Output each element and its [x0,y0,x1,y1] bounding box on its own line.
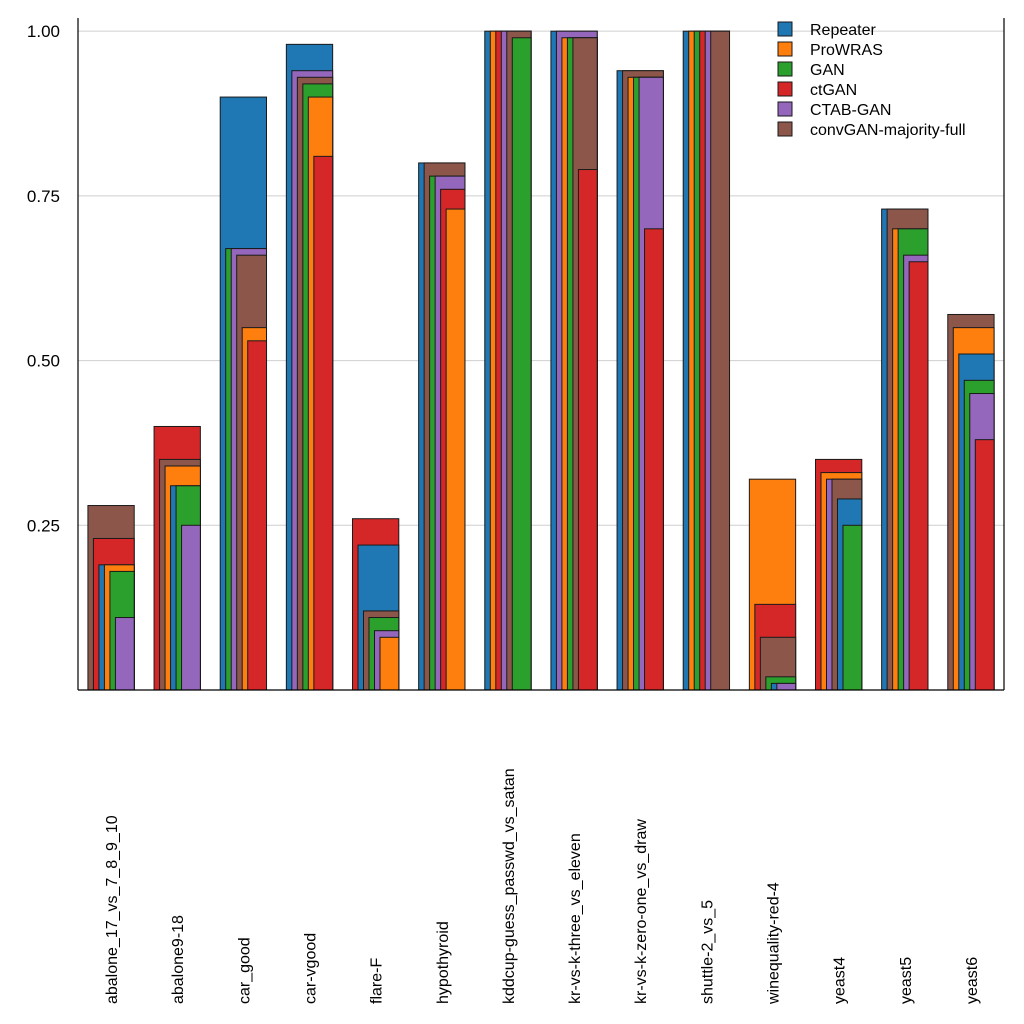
bar-ctgan [974,439,995,691]
x-category-labels: abalone_17_vs_7_8_9_10 abalone9-18 car_goo… [104,768,981,1005]
y-tick-label: 0.50 [27,352,60,371]
legend-label: Repeater [810,22,876,39]
y-tick-label: 0.25 [27,516,60,535]
bar-gan [511,37,532,691]
x-category-label: abalone_17_vs_7_8_9_10 [104,815,121,1004]
y-tick-label: 1.00 [27,22,60,41]
x-category-label: kddcup-guess_passwd_vs_satan [501,768,518,1004]
bar-ctgan [247,340,268,691]
bar-gan [842,524,863,691]
x-category-label: kr-vs-k-three_vs_eleven [567,833,584,1004]
x-category-label: yeast5 [898,957,915,1004]
bar-prowras [445,208,466,691]
legend-label: convGAN-majority-full [810,122,966,139]
bar-ctab-gan [114,617,135,691]
x-category-label: winequality-red-4 [766,882,783,1005]
bar-prowras [379,636,400,691]
bar-ctab-gan [776,682,797,691]
x-category-label: shuttle-2_vs_5 [699,900,716,1004]
legend-label: ctGAN [810,82,857,99]
legend-swatch [777,121,793,137]
legend-label: GAN [810,62,845,79]
legend-swatch [777,41,793,57]
x-category-label: kr-vs-k-zero-one_vs_draw [633,819,650,1004]
legend-label: ProWRAS [810,42,883,59]
bar-ctgan [644,228,664,691]
x-category-label: car_good [236,937,253,1004]
legend-swatch [777,61,793,77]
x-category-label: car-vgood [303,933,320,1004]
x-category-label: abalone9-18 [170,915,187,1004]
bar-ctgan [313,155,334,691]
x-category-label: yeast4 [832,957,849,1004]
x-category-label: hypothyroid [435,921,452,1004]
bar-ctgan [908,261,929,691]
x-category-label: yeast6 [964,957,981,1004]
legend-label: CTAB-GAN [810,102,891,119]
legend-swatch [777,21,793,37]
bar-ctgan [577,169,598,691]
y-tick-label: 0.75 [27,187,60,206]
x-category-label: flare-F [369,958,386,1004]
legend: Repeater ProWRAS GAN ctGAN CTAB-GAN convGAN-m… [777,21,966,139]
bar-convgan-majority-full [710,30,731,691]
axes [77,18,1005,691]
bar-ctab-gan [181,524,201,691]
legend-swatch [777,101,793,117]
legend-swatch [777,81,793,97]
y-tick-labels: 0.25 0.50 0.75 1.00 [27,22,60,535]
bars [87,30,995,691]
